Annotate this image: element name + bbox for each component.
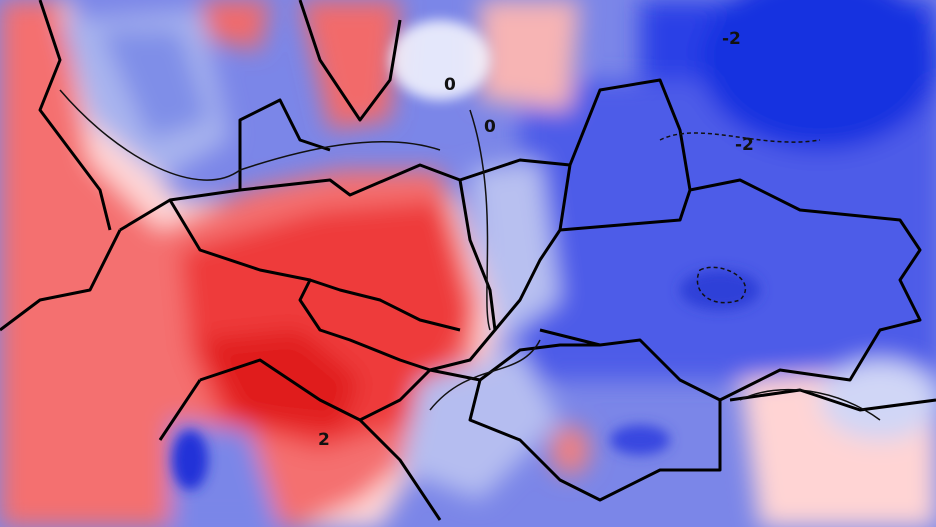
contour-label: -2	[722, 29, 741, 49]
contour-label: 2	[318, 430, 330, 450]
contour-label: 0	[444, 75, 456, 95]
contour-label: 0	[484, 117, 496, 137]
contours	[59, 89, 881, 421]
contour-label: -2	[735, 135, 754, 155]
local-features	[172, 20, 760, 490]
